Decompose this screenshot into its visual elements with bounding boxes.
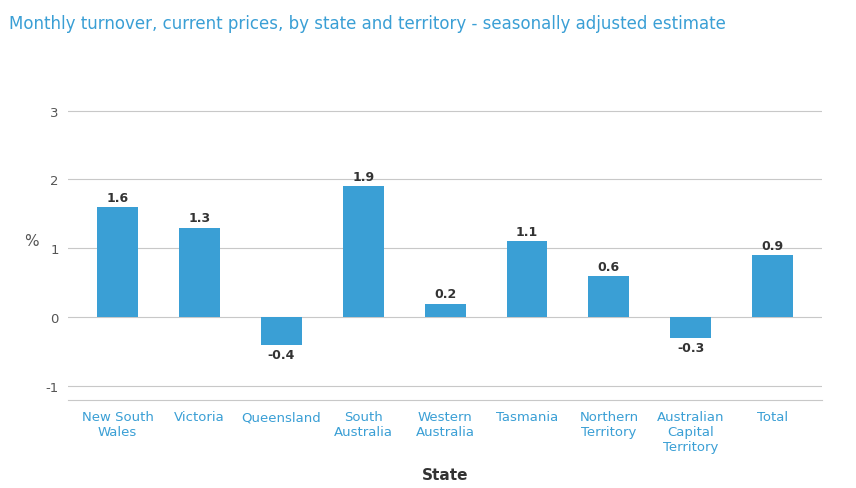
Text: 0.9: 0.9 xyxy=(762,239,784,252)
Text: -0.4: -0.4 xyxy=(268,348,295,362)
Text: 1.9: 1.9 xyxy=(352,171,374,183)
Bar xyxy=(342,187,383,318)
Bar xyxy=(752,256,794,318)
Text: 0.2: 0.2 xyxy=(434,287,456,301)
Text: 1.3: 1.3 xyxy=(188,212,211,225)
Bar xyxy=(425,304,466,318)
Bar xyxy=(507,242,548,318)
Text: 1.1: 1.1 xyxy=(516,225,538,239)
Bar xyxy=(179,228,220,318)
Bar xyxy=(588,276,629,318)
Bar xyxy=(670,318,711,338)
X-axis label: State: State xyxy=(422,468,468,482)
Bar xyxy=(261,318,302,345)
Text: Monthly turnover, current prices, by state and territory - seasonally adjusted e: Monthly turnover, current prices, by sta… xyxy=(9,15,725,33)
Text: -0.3: -0.3 xyxy=(677,342,704,355)
Bar xyxy=(97,207,138,318)
Y-axis label: %: % xyxy=(24,234,39,249)
Text: 0.6: 0.6 xyxy=(597,260,620,273)
Text: 1.6: 1.6 xyxy=(106,191,128,204)
